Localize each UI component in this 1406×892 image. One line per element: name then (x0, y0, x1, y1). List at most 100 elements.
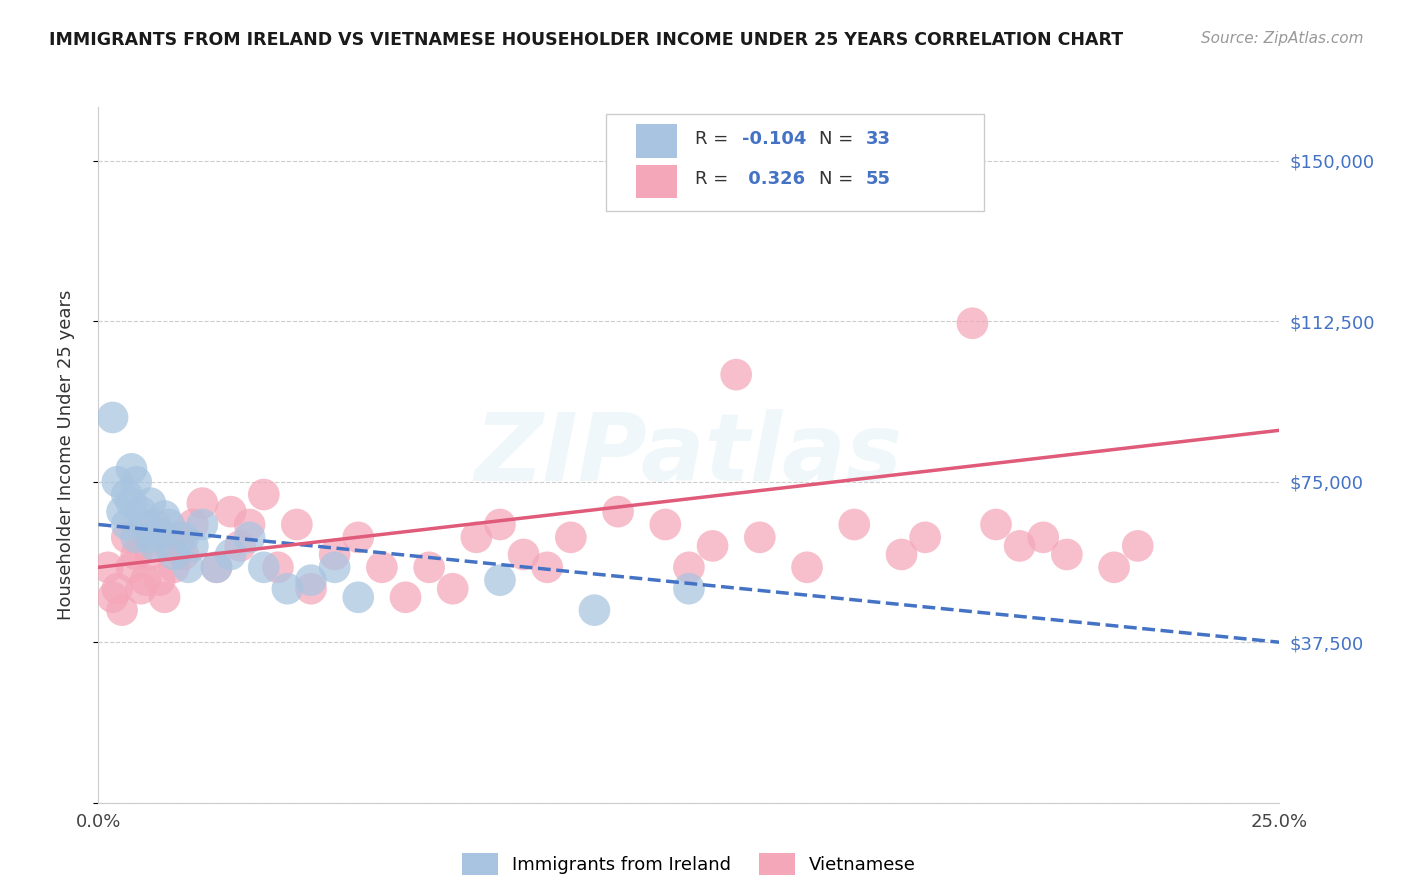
Point (299, 582, 322, 596)
Point (441, 582, 464, 596)
Point (1102, 560, 1125, 574)
Point (796, 560, 818, 574)
Point (465, 530, 488, 544)
Point (323, 548, 346, 562)
Point (371, 560, 394, 574)
Text: R =: R = (695, 170, 734, 188)
Point (962, 316, 984, 330)
Point (105, 582, 128, 596)
Point (323, 560, 346, 574)
Text: Source: ZipAtlas.com: Source: ZipAtlas.com (1201, 31, 1364, 46)
FancyBboxPatch shape (606, 114, 984, 211)
Point (347, 591, 370, 605)
Point (139, 530, 162, 544)
Point (253, 487, 276, 501)
Point (125, 548, 148, 562)
Text: 33: 33 (866, 130, 891, 148)
Point (418, 560, 440, 574)
Point (205, 560, 228, 574)
Point (115, 487, 138, 501)
Text: 55: 55 (866, 170, 891, 188)
Point (115, 530, 138, 544)
Point (153, 508, 176, 523)
Text: ZIPatlas: ZIPatlas (475, 409, 903, 501)
Point (111, 505, 134, 519)
Point (1008, 539, 1031, 553)
Point (219, 548, 242, 562)
Point (163, 560, 186, 574)
Point (267, 560, 290, 574)
Point (153, 591, 176, 605)
Point (607, 505, 630, 519)
Y-axis label: Householder Income Under 25 years: Householder Income Under 25 years (56, 290, 75, 620)
Text: N =: N = (818, 130, 859, 148)
Point (139, 496, 162, 510)
Point (177, 560, 200, 574)
Point (191, 517, 214, 532)
Text: R =: R = (695, 130, 734, 148)
Point (347, 530, 370, 544)
Point (890, 548, 912, 562)
Point (678, 582, 700, 596)
Point (914, 530, 936, 544)
Point (748, 530, 770, 544)
Point (143, 517, 166, 532)
Point (111, 603, 134, 617)
Point (219, 505, 242, 519)
Point (239, 530, 262, 544)
Point (157, 517, 180, 532)
Point (125, 530, 148, 544)
Point (394, 591, 416, 605)
Point (121, 560, 143, 574)
Point (157, 539, 180, 553)
Point (149, 526, 172, 541)
Legend: Immigrants from Ireland, Vietnamese: Immigrants from Ireland, Vietnamese (453, 844, 925, 884)
Point (101, 591, 124, 605)
Point (101, 410, 124, 425)
Point (143, 539, 166, 553)
Point (129, 505, 152, 519)
Point (489, 573, 512, 587)
Point (984, 517, 1007, 532)
Point (678, 560, 700, 574)
Point (725, 368, 748, 382)
FancyBboxPatch shape (636, 124, 678, 158)
Point (115, 517, 138, 532)
Point (167, 530, 190, 544)
Point (1032, 530, 1054, 544)
Point (1126, 539, 1149, 553)
Point (299, 573, 322, 587)
Point (135, 573, 157, 587)
Point (229, 539, 252, 553)
Point (560, 530, 582, 544)
Point (1056, 548, 1078, 562)
Point (844, 517, 866, 532)
Point (181, 539, 204, 553)
Text: N =: N = (818, 170, 859, 188)
Point (205, 560, 228, 574)
Point (105, 475, 128, 489)
Point (253, 560, 276, 574)
Point (135, 517, 157, 532)
Point (149, 573, 172, 587)
Point (285, 517, 308, 532)
Point (191, 496, 214, 510)
FancyBboxPatch shape (636, 164, 678, 198)
Point (239, 517, 262, 532)
Point (181, 517, 204, 532)
Point (489, 517, 512, 532)
Point (172, 530, 194, 544)
Text: -0.104: -0.104 (742, 130, 807, 148)
Point (702, 539, 724, 553)
Point (654, 517, 676, 532)
Point (121, 496, 143, 510)
Point (172, 548, 194, 562)
Point (125, 475, 148, 489)
Text: IMMIGRANTS FROM IRELAND VS VIETNAMESE HOUSEHOLDER INCOME UNDER 25 YEARS CORRELAT: IMMIGRANTS FROM IRELAND VS VIETNAMESE HO… (49, 31, 1123, 49)
Point (536, 560, 558, 574)
Point (583, 603, 606, 617)
Point (276, 582, 298, 596)
Point (97, 560, 120, 574)
Point (139, 548, 162, 562)
Text: 0.326: 0.326 (742, 170, 806, 188)
